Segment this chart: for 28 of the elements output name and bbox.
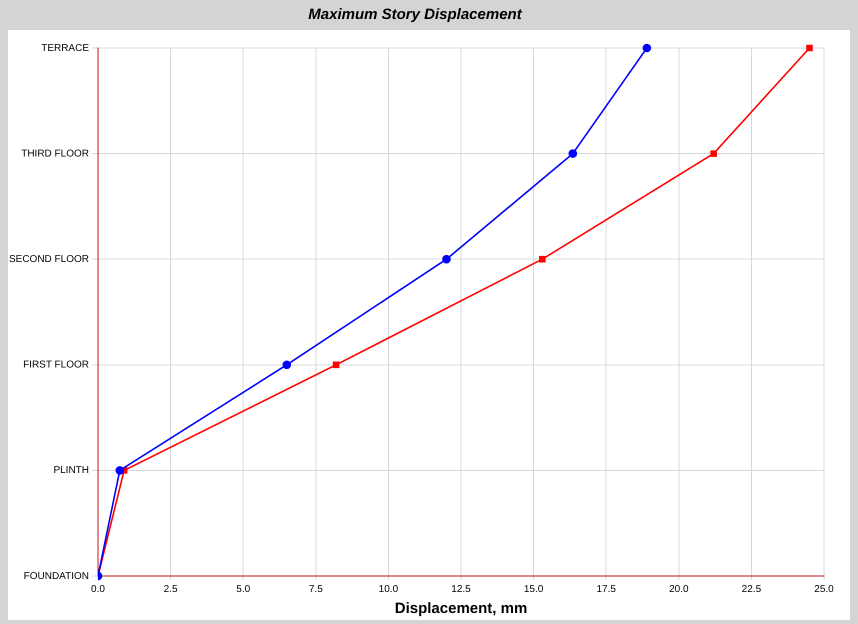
point: [710, 150, 717, 157]
x-axis-title: Displacement, mm: [394, 600, 528, 618]
point: [115, 466, 124, 475]
point: [442, 254, 451, 264]
chart-title: Maximum Story Displacement: [308, 6, 523, 24]
x-tick-label: 25.0: [814, 584, 834, 595]
x-tick-label: 17.5: [596, 584, 616, 595]
point: [332, 362, 340, 368]
x-tick-label: 5.0: [236, 584, 251, 595]
x-tick-label: 15.0: [524, 584, 544, 595]
x-tick-label: 12.5: [451, 584, 472, 595]
y-tick-label: FIRST FLOOR: [23, 360, 90, 371]
point: [568, 149, 578, 158]
y-tick-label: FOUNDATION: [24, 570, 90, 582]
point: [282, 360, 292, 370]
x-tick-label: 22.5: [742, 584, 762, 595]
x-tick-label: 2.5: [164, 584, 178, 595]
x-tick-label: 0.0: [91, 584, 106, 595]
y-tick-label: PLINTH: [53, 465, 90, 476]
y-tick-label: THIRD FLOOR: [21, 148, 90, 160]
point: [642, 44, 652, 52]
x-tick-label: 10.0: [378, 584, 399, 595]
x-tick-label: 20.0: [669, 584, 689, 595]
y-tick-label: TERRACE: [41, 42, 90, 54]
y-tick-label: SECOND FLOOR: [8, 254, 90, 265]
x-tick-label: 7.5: [308, 584, 324, 595]
point: [539, 256, 546, 262]
point: [806, 44, 813, 52]
